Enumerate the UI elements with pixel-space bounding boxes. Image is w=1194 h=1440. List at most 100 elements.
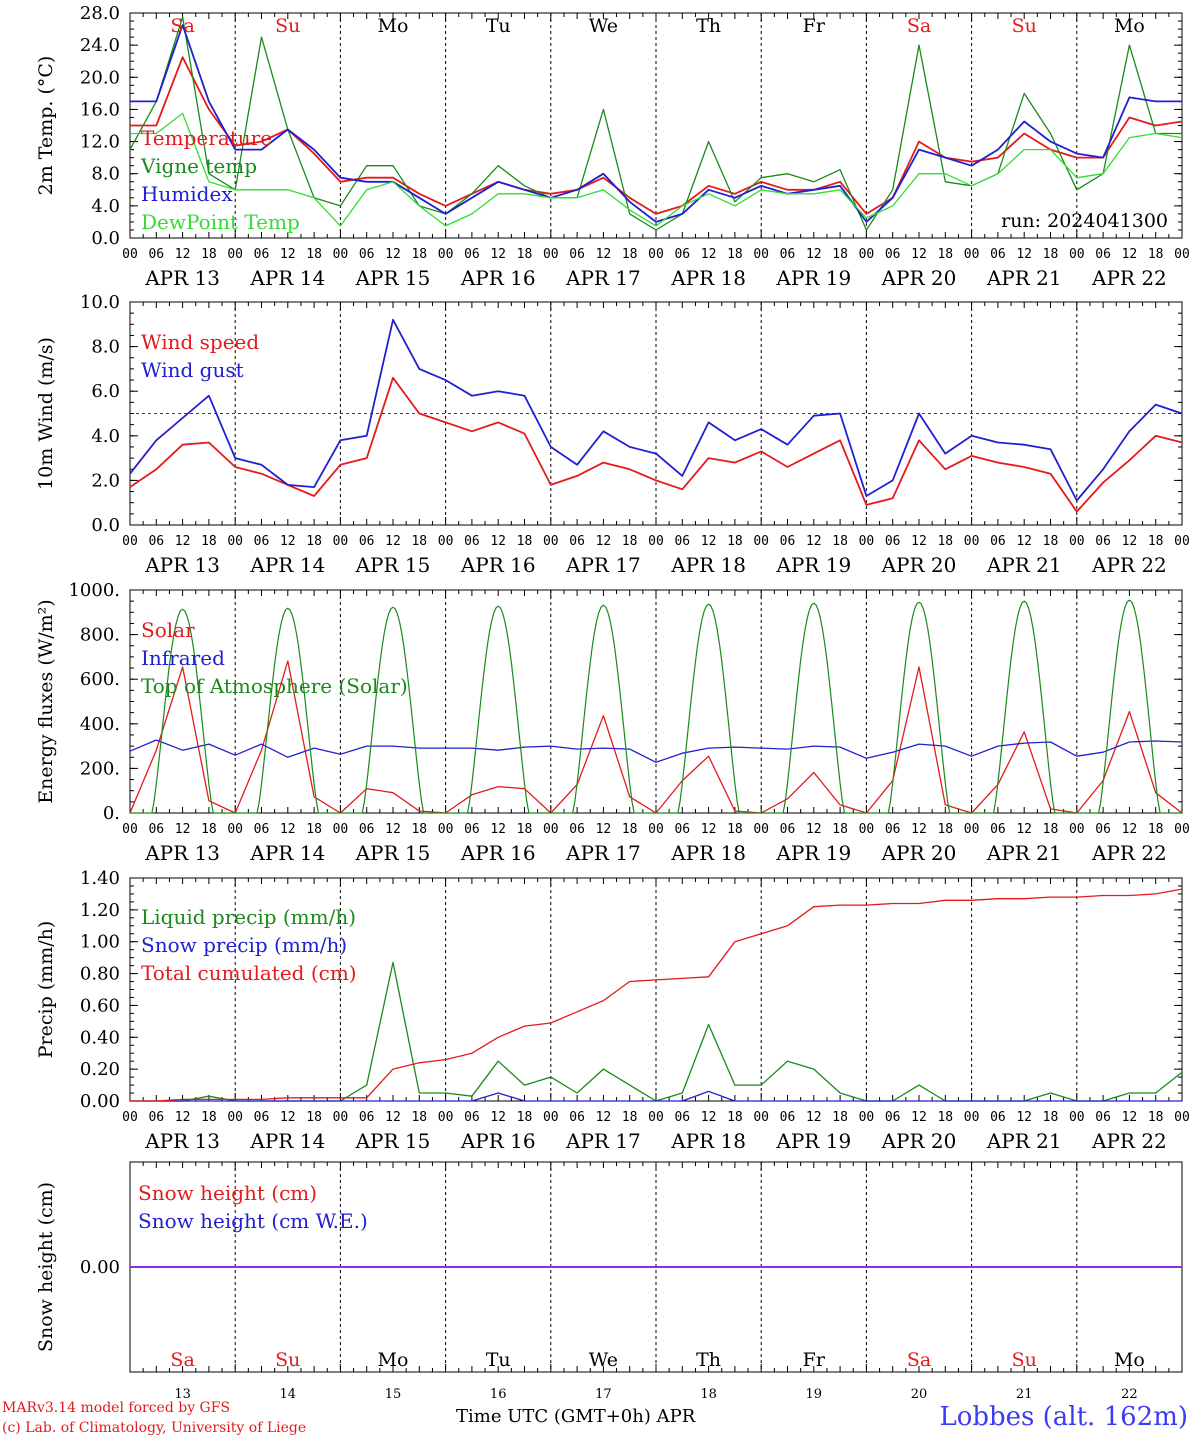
hour-tick-label: 00 xyxy=(122,247,138,262)
y-tick-label: 0.00 xyxy=(80,1091,120,1112)
hour-tick-label: 00 xyxy=(333,247,349,262)
hour-tick-label: 00 xyxy=(648,822,664,837)
weekday-label: Fr xyxy=(803,15,826,37)
hour-tick-label: 06 xyxy=(780,1110,796,1125)
x-axis-label-text: Time UTC (GMT+0h) xyxy=(456,1406,651,1427)
hour-tick-label: 06 xyxy=(148,822,164,837)
date-label: APR 13 xyxy=(144,266,220,290)
date-label: APR 15 xyxy=(355,266,431,290)
panel-1: 0.0 4.0 8.0 12.0 16.0 20.0 24.0 28.0 2m Temp. (°… xyxy=(35,3,1190,290)
day-number-label: 16 xyxy=(490,1387,507,1402)
hour-tick-label: 18 xyxy=(727,534,743,549)
date-label: APR 20 xyxy=(881,553,957,577)
hour-tick-label: 06 xyxy=(990,534,1006,549)
hour-tick-label: 06 xyxy=(254,247,270,262)
weekday-label: Mo xyxy=(1114,15,1145,37)
hour-tick-label: 12 xyxy=(490,534,506,549)
y-axis-label: Precip (mm/h) xyxy=(35,921,57,1059)
hour-tick-label: 00 xyxy=(1174,1110,1190,1125)
hour-tick-label: 18 xyxy=(1148,534,1164,549)
x-axis-month: APR xyxy=(656,1406,696,1427)
hour-tick-label: 00 xyxy=(859,1110,875,1125)
legend-entry: Infrared xyxy=(141,646,225,670)
day-number-label: 13 xyxy=(174,1387,191,1402)
y-tick-label: 0.00 xyxy=(80,1257,120,1278)
y-tick-label: 0.60 xyxy=(80,995,120,1016)
hour-tick-label: 12 xyxy=(385,822,401,837)
y-tick-label: 16.0 xyxy=(80,99,120,120)
hour-tick-label: 12 xyxy=(1122,1110,1138,1125)
hour-tick-label: 00 xyxy=(753,1110,769,1125)
date-label: APR 18 xyxy=(670,553,746,577)
hour-tick-label: 12 xyxy=(1122,247,1138,262)
date-label: APR 18 xyxy=(670,1129,746,1153)
hour-tick-label: 00 xyxy=(753,247,769,262)
series-top-of-atmosphere-solar xyxy=(235,607,341,814)
legend-entry: Snow precip (mm/h) xyxy=(141,933,347,957)
legend-entry: Wind gust xyxy=(141,358,244,382)
day-number-label: 21 xyxy=(1016,1387,1033,1402)
hour-tick-label: 18 xyxy=(832,534,848,549)
hour-tick-label: 00 xyxy=(859,534,875,549)
hour-tick-label: 06 xyxy=(674,822,690,837)
day-number-label: 19 xyxy=(806,1387,823,1402)
date-label: APR 13 xyxy=(144,841,220,865)
y-tick-label: 24.0 xyxy=(80,35,120,56)
hour-tick-label: 12 xyxy=(806,534,822,549)
date-label: APR 19 xyxy=(775,841,851,865)
hour-tick-label: 12 xyxy=(596,822,612,837)
hour-tick-label: 06 xyxy=(674,247,690,262)
hour-tick-label: 06 xyxy=(780,822,796,837)
hour-tick-label: 18 xyxy=(937,822,953,837)
hour-tick-label: 00 xyxy=(122,534,138,549)
hour-tick-label: 18 xyxy=(1043,1110,1059,1125)
series-wind-gust xyxy=(129,318,1183,502)
hour-tick-label: 00 xyxy=(1069,534,1085,549)
hour-tick-label: 18 xyxy=(306,534,322,549)
hour-tick-label: 00 xyxy=(333,822,349,837)
hour-tick-label: 00 xyxy=(122,822,138,837)
hour-tick-label: 18 xyxy=(411,1110,427,1125)
hour-tick-label: 12 xyxy=(911,534,927,549)
y-axis-label: Energy fluxes (W/m²) xyxy=(35,599,57,803)
hour-tick-label: 06 xyxy=(780,534,796,549)
hour-tick-label: 00 xyxy=(1069,1110,1085,1125)
hour-tick-label: 18 xyxy=(622,822,638,837)
hour-tick-label: 00 xyxy=(438,822,454,837)
hour-tick-label: 00 xyxy=(753,822,769,837)
hour-tick-label: 06 xyxy=(359,822,375,837)
hour-tick-label: 06 xyxy=(569,1110,585,1125)
hour-tick-label: 18 xyxy=(306,822,322,837)
hour-tick-label: 12 xyxy=(596,534,612,549)
hour-tick-label: 00 xyxy=(648,247,664,262)
weekday-label: Tu xyxy=(486,15,511,37)
weekday-label: We xyxy=(589,15,618,37)
panel-2: 0.0 2.0 4.0 6.0 8.0 10.0 10m Wind (m/s) 00 06 12 1… xyxy=(35,292,1190,577)
day-number-label: 18 xyxy=(700,1387,717,1402)
hour-tick-label: 18 xyxy=(1148,247,1164,262)
hour-tick-label: 18 xyxy=(306,247,322,262)
y-tick-label: 1.20 xyxy=(80,900,120,921)
date-label: APR 17 xyxy=(565,1129,641,1153)
hour-tick-label: 12 xyxy=(280,822,296,837)
series-dewpoint-temp xyxy=(130,112,1183,227)
plot-frame xyxy=(129,589,1183,814)
series-top-of-atmosphere-solar xyxy=(1076,599,1182,814)
series-temperature xyxy=(130,56,1183,215)
series-total-cumulated-cm xyxy=(130,888,1183,1102)
hour-tick-label: 06 xyxy=(885,1110,901,1125)
y-tick-label: 0.0 xyxy=(91,515,120,536)
weekday-label: Mo xyxy=(378,1349,409,1371)
date-label: APR 20 xyxy=(881,841,957,865)
weekday-label: Tu xyxy=(486,1349,511,1371)
hour-tick-label: 12 xyxy=(490,822,506,837)
weekday-label: Su xyxy=(275,15,300,37)
hour-tick-label: 18 xyxy=(622,1110,638,1125)
hour-tick-label: 12 xyxy=(911,1110,927,1125)
hour-tick-label: 06 xyxy=(359,534,375,549)
hour-tick-label: 12 xyxy=(806,822,822,837)
y-tick-label: 1.00 xyxy=(80,932,120,953)
weekday-label: Fr xyxy=(803,1349,826,1371)
date-label: APR 14 xyxy=(249,266,325,290)
date-label: APR 18 xyxy=(670,266,746,290)
